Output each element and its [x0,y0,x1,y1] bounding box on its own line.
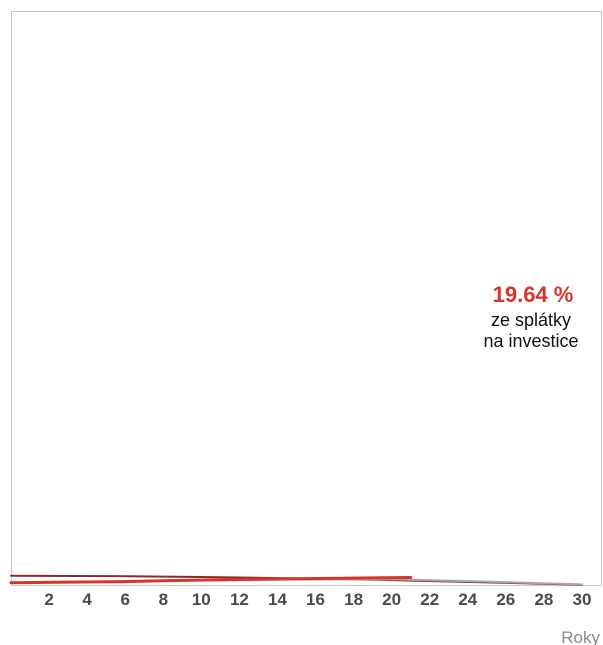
x-axis-title: Roky [561,628,600,645]
x-tick-label: 28 [534,590,553,609]
x-tick-label: 2 [44,590,53,609]
x-tick-labels: 2468101214161820222426283032 [44,590,592,609]
x-tick-label: 6 [120,590,129,609]
investment-share-annotation: 19.64 % ze splátky na investice [483,282,578,351]
investment-share-percent: 19.64 % [493,282,574,307]
investment-share-label-line1: ze splátky [491,310,571,330]
x-tick-label: 10 [192,590,211,609]
plot-frame [11,11,602,586]
x-tick-label: 8 [159,590,168,609]
series-layer [9,574,583,586]
x-tick-label: 4 [82,590,92,609]
x-tick-label: 20 [382,590,401,609]
x-tick-label: 30 [573,590,592,609]
investment-share-label-line2: na investice [483,331,578,351]
x-tick-label: 12 [230,590,249,609]
x-tick-label: 14 [268,590,287,609]
x-tick-label: 22 [420,590,439,609]
x-tick-label: 24 [458,590,477,609]
x-tick-label: 16 [306,590,325,609]
x-tick-label: 18 [344,590,363,609]
series-line-3 [9,576,413,585]
x-tick-label: 26 [496,590,515,609]
